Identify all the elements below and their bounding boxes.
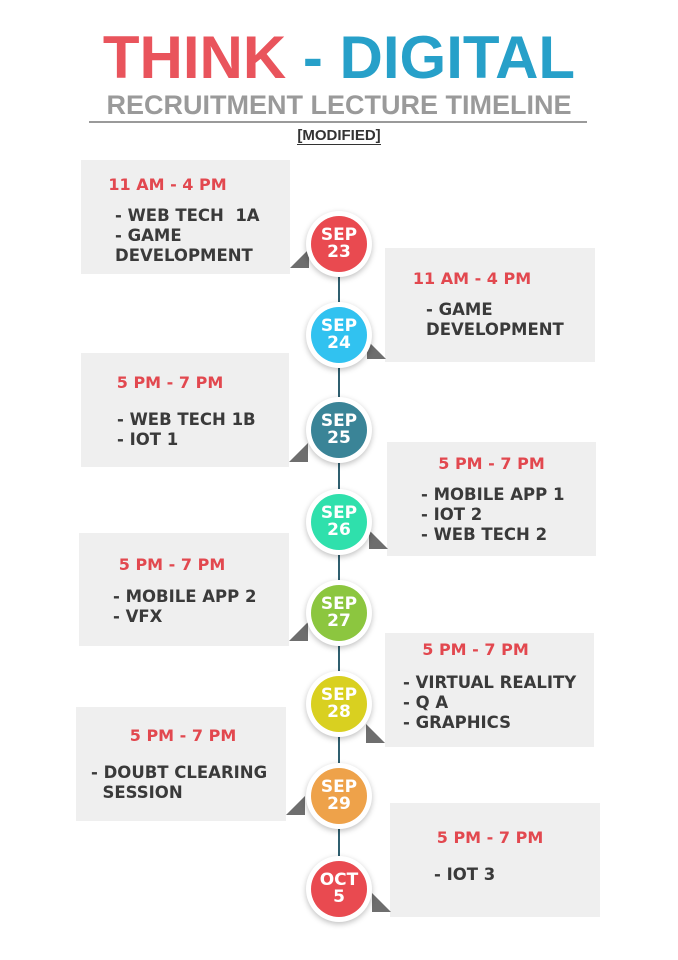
event-item: - IOT 3	[434, 865, 496, 884]
event-box: 5 PM - 7 PM - MOBILE APP 1 - IOT 2 - WEB…	[387, 442, 596, 556]
event-item: DEVELOPMENT	[426, 320, 564, 339]
title-digital: DIGITAL	[339, 24, 576, 91]
event-item: - GRAPHICS	[403, 713, 511, 732]
event-items: - MOBILE APP 1 - IOT 2 - WEB TECH 2	[421, 485, 564, 545]
event-box: 5 PM - 7 PM - WEB TECH 1B - IOT 1	[81, 353, 289, 467]
event-box: 5 PM - 7 PM - IOT 3	[390, 803, 600, 917]
event-item: SESSION	[91, 783, 183, 802]
date-circle: SEP 23	[311, 216, 367, 272]
event-items: - VIRTUAL REALITY - Q A - GRAPHICS	[403, 673, 576, 733]
event-item: - WEB TECH 2	[421, 525, 548, 544]
event-item: - GAME	[115, 226, 182, 245]
event-item: - VFX	[113, 607, 163, 626]
event-items: - GAME DEVELOPMENT	[426, 300, 564, 340]
date-circle: SEP 29	[311, 768, 367, 824]
date-day: 26	[327, 520, 351, 540]
event-box: 11 AM - 4 PM - GAME DEVELOPMENT	[385, 248, 595, 362]
event-item: - WEB TECH 1A	[115, 206, 260, 225]
event-time: 11 AM - 4 PM	[412, 269, 532, 288]
event-item: - IOT 2	[421, 505, 483, 524]
event-item: - IOT 1	[117, 430, 179, 449]
title-think: THINK	[102, 24, 287, 91]
event-time: 5 PM - 7 PM	[438, 454, 545, 473]
event-pointer	[367, 340, 386, 359]
event-time: 5 PM - 7 PM	[436, 828, 544, 847]
event-item: - Q A	[403, 693, 449, 712]
date-circle: SEP 27	[311, 585, 367, 641]
event-pointer	[369, 530, 388, 549]
date-day: 5	[333, 887, 345, 907]
date-circle: SEP 26	[311, 494, 367, 550]
timeline-line	[338, 240, 340, 890]
event-box: 11 AM - 4 PM - WEB TECH 1A - GAME DEVELO…	[81, 160, 290, 274]
date-month: SEP	[320, 411, 358, 431]
date-month: SEP	[320, 777, 358, 797]
event-box: 5 PM - 7 PM - VIRTUAL REALITY - Q A - GR…	[385, 633, 594, 747]
subtitle: RECRUITMENT LECTURE TIMELINE	[106, 90, 572, 120]
event-box: 5 PM - 7 PM - DOUBT CLEARING SESSION	[76, 707, 286, 821]
event-item: DEVELOPMENT	[115, 246, 253, 265]
date-month: SEP	[320, 503, 358, 523]
event-time: 5 PM - 7 PM	[116, 373, 224, 392]
event-box: 5 PM - 7 PM - MOBILE APP 2 - VFX	[79, 533, 289, 646]
modified-note-text: [MODIFIED]	[297, 127, 381, 145]
event-pointer	[289, 622, 308, 641]
event-item: - GAME	[426, 300, 493, 319]
event-items: - WEB TECH 1A - GAME DEVELOPMENT	[115, 206, 260, 266]
event-item: - VIRTUAL REALITY	[403, 673, 577, 692]
date-circle: OCT 5	[311, 861, 367, 917]
event-item: - DOUBT CLEARING	[91, 763, 268, 782]
event-pointer	[372, 893, 391, 912]
date-day: 29	[327, 794, 351, 814]
poster-title: THINK - DIGITAL	[0, 24, 678, 92]
modified-note: [MODIFIED]	[0, 126, 678, 146]
date-day: 25	[327, 428, 351, 448]
title-separator: -	[286, 24, 340, 91]
event-time: 5 PM - 7 PM	[129, 726, 237, 745]
date-day: 23	[327, 242, 351, 262]
event-items: - IOT 3	[434, 865, 495, 885]
event-items: - WEB TECH 1B - IOT 1	[117, 410, 256, 450]
date-circle: SEP 28	[311, 676, 367, 732]
event-item: - MOBILE APP 1	[421, 485, 565, 504]
event-items: - DOUBT CLEARING SESSION	[91, 763, 267, 803]
subtitle-underline	[89, 121, 587, 123]
date-day: 24	[327, 333, 351, 353]
event-items: - MOBILE APP 2 - VFX	[113, 587, 256, 627]
date-day: 28	[327, 702, 351, 722]
event-item: - WEB TECH 1B	[117, 410, 256, 429]
date-month: SEP	[320, 685, 358, 705]
event-time: 11 AM - 4 PM	[108, 175, 227, 194]
date-month: SEP	[320, 225, 358, 245]
event-pointer	[290, 249, 309, 268]
event-pointer	[289, 443, 308, 462]
date-circle: SEP 24	[311, 307, 367, 363]
date-month: SEP	[320, 316, 358, 336]
date-day: 27	[327, 611, 351, 631]
event-pointer	[286, 796, 305, 815]
date-month: SEP	[320, 594, 358, 614]
event-time: 5 PM - 7 PM	[118, 555, 226, 574]
event-time: 5 PM - 7 PM	[422, 640, 529, 659]
date-month: OCT	[319, 870, 359, 890]
event-item: - MOBILE APP 2	[113, 587, 257, 606]
event-pointer	[366, 724, 385, 743]
date-circle: SEP 25	[311, 402, 367, 458]
